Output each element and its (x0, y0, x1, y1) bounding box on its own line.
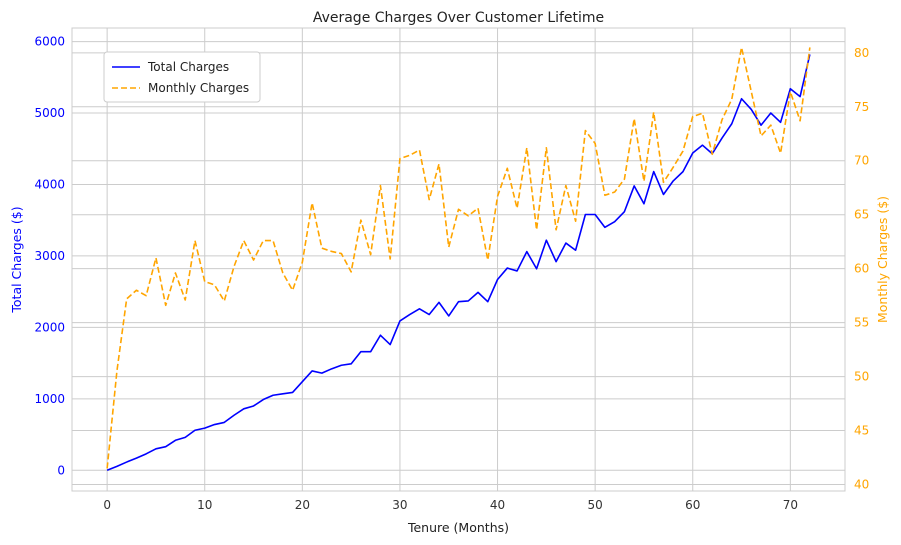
y-right-tick-label: 45 (854, 424, 869, 438)
x-tick-label: 30 (392, 498, 407, 512)
y-left-tick-label: 4000 (34, 177, 65, 191)
series-line-monthly-charges (106, 46, 811, 469)
y-left-tick-label: 0 (57, 463, 65, 477)
series-line-total-charges (106, 54, 811, 472)
y-right-tick-label: 40 (854, 478, 869, 492)
x-tick-label: 40 (490, 498, 505, 512)
y-left-tick-label: 1000 (34, 392, 65, 406)
plot-area (71, 27, 846, 492)
y-left-tick-label: 6000 (34, 35, 65, 49)
y-right-tick-label: 50 (854, 370, 869, 384)
x-tick-label: 50 (588, 498, 603, 512)
legend-label-total-charges: Total Charges (147, 60, 229, 74)
x-tick-label: 70 (783, 498, 798, 512)
legend-label-monthly-charges: Monthly Charges (148, 81, 249, 95)
x-tick-label: 60 (685, 498, 700, 512)
chart-legend: Total Charges Monthly Charges (103, 51, 261, 103)
y-right-tick-label: 80 (854, 46, 869, 60)
y-right-tick-label: 55 (854, 316, 869, 330)
x-tick-label: 20 (295, 498, 310, 512)
x-tick-label: 10 (197, 498, 212, 512)
y-right-tick-label: 75 (854, 100, 869, 114)
y-left-axis-label: Total Charges ($) (9, 206, 24, 313)
y-right-tick-label: 65 (854, 208, 869, 222)
y-right-tick-label: 60 (854, 262, 869, 276)
chart-title: Average Charges Over Customer Lifetime (313, 10, 604, 26)
y-right-axis-label: Monthly Charges ($) (875, 196, 890, 323)
x-tick-label: 0 (103, 498, 111, 512)
x-axis-label: Tenure (Months) (407, 520, 509, 535)
legend-box (103, 51, 261, 103)
y-left-tick-label: 2000 (34, 320, 65, 334)
y-right-tick-label: 70 (854, 154, 869, 168)
y-left-tick-label: 3000 (34, 249, 65, 263)
y-left-tick-label: 5000 (34, 106, 65, 120)
